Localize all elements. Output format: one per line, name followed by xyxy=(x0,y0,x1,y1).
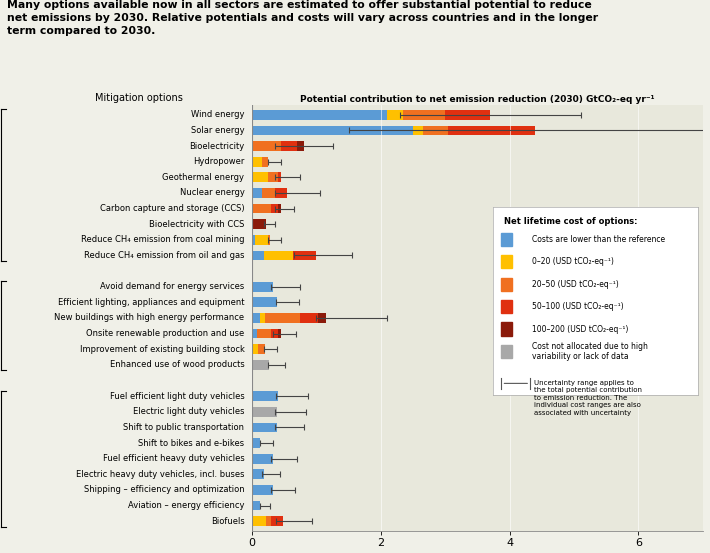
Text: Reduce CH₄ emission from coal mining: Reduce CH₄ emission from coal mining xyxy=(81,236,244,244)
Bar xyxy=(252,251,263,260)
Text: Efficient lighting, appliances and equipment: Efficient lighting, appliances and equip… xyxy=(58,298,244,307)
Bar xyxy=(252,173,268,182)
Bar xyxy=(271,329,278,338)
Text: Bioelectricity: Bioelectricity xyxy=(190,142,244,150)
Bar xyxy=(252,454,273,463)
Bar xyxy=(268,235,270,244)
Text: Nuclear energy: Nuclear energy xyxy=(180,189,244,197)
Bar xyxy=(252,282,273,291)
Bar xyxy=(252,110,388,119)
Bar xyxy=(275,188,288,198)
Text: Solar energy: Solar energy xyxy=(191,126,244,135)
Bar xyxy=(252,235,255,244)
Bar xyxy=(281,141,297,151)
Text: Bioelectricity with CCS: Bioelectricity with CCS xyxy=(149,220,244,229)
Bar xyxy=(278,204,281,213)
Bar xyxy=(252,345,258,354)
Text: Hydropower: Hydropower xyxy=(193,157,244,166)
Bar xyxy=(258,345,265,354)
Text: Biofuels: Biofuels xyxy=(211,517,244,526)
Bar xyxy=(449,126,535,135)
Bar xyxy=(252,438,261,448)
Bar xyxy=(252,126,413,135)
Bar xyxy=(422,126,449,135)
Text: Electric light duty vehicles: Electric light duty vehicles xyxy=(133,407,244,416)
Bar xyxy=(252,157,262,166)
Bar xyxy=(271,204,278,213)
Text: Shift to bikes and e-bikes: Shift to bikes and e-bikes xyxy=(138,439,244,447)
Bar xyxy=(260,313,265,323)
Bar xyxy=(255,235,268,244)
Text: Potential contribution to net emission reduction (2030) GtCO₂-eq yr⁻¹: Potential contribution to net emission r… xyxy=(300,95,655,104)
Bar xyxy=(278,173,281,182)
Bar xyxy=(268,173,278,182)
Bar xyxy=(252,313,260,323)
Bar xyxy=(271,517,283,526)
Text: Mitigation options: Mitigation options xyxy=(94,93,182,103)
Bar xyxy=(252,188,262,198)
Bar xyxy=(413,126,422,135)
Bar xyxy=(297,141,304,151)
Bar xyxy=(262,157,268,166)
Bar xyxy=(252,392,278,401)
Text: Onsite renewable production and use: Onsite renewable production and use xyxy=(86,329,244,338)
Bar xyxy=(252,517,266,526)
Bar xyxy=(388,110,403,119)
Text: Carbon capture and storage (CCS): Carbon capture and storage (CCS) xyxy=(100,204,244,213)
Bar xyxy=(252,220,266,229)
Text: Improvement of existing building stock: Improvement of existing building stock xyxy=(80,345,244,354)
Bar xyxy=(252,204,271,213)
Bar xyxy=(293,251,317,260)
Bar xyxy=(266,517,271,526)
Bar xyxy=(252,422,276,432)
Bar xyxy=(252,500,261,510)
Text: Avoid demand for energy services: Avoid demand for energy services xyxy=(100,282,244,291)
Text: Fuel efficient light duty vehicles: Fuel efficient light duty vehicles xyxy=(110,392,244,400)
Text: Many options available now in all sectors are estimated to offer substantial pot: Many options available now in all sector… xyxy=(7,0,599,36)
Bar xyxy=(445,110,491,119)
Text: Electric heavy duty vehicles, incl. buses: Electric heavy duty vehicles, incl. buse… xyxy=(76,470,244,479)
Text: Fuel efficient heavy duty vehicles: Fuel efficient heavy duty vehicles xyxy=(103,454,244,463)
Text: Geothermal energy: Geothermal energy xyxy=(163,173,244,182)
Bar xyxy=(262,188,275,198)
Bar xyxy=(252,329,257,338)
Bar xyxy=(252,360,269,370)
Text: New buildings with high energy performance: New buildings with high energy performan… xyxy=(55,314,244,322)
Bar xyxy=(318,313,326,323)
Bar xyxy=(265,313,300,323)
Bar xyxy=(300,313,318,323)
Bar xyxy=(257,329,271,338)
Bar xyxy=(278,329,281,338)
Text: Reduce CH₄ emission from oil and gas: Reduce CH₄ emission from oil and gas xyxy=(84,251,244,260)
Bar xyxy=(263,251,293,260)
Text: Shipping – efficiency and optimization: Shipping – efficiency and optimization xyxy=(84,486,244,494)
Bar xyxy=(252,407,276,416)
Text: Aviation – energy efficiency: Aviation – energy efficiency xyxy=(128,501,244,510)
Bar xyxy=(252,469,263,479)
Bar xyxy=(252,298,276,307)
Bar xyxy=(252,141,281,151)
Text: Shift to public transportation: Shift to public transportation xyxy=(124,423,244,432)
Bar xyxy=(252,485,273,495)
Bar xyxy=(403,110,445,119)
Text: Enhanced use of wood products: Enhanced use of wood products xyxy=(110,361,244,369)
Text: Wind energy: Wind energy xyxy=(191,110,244,119)
